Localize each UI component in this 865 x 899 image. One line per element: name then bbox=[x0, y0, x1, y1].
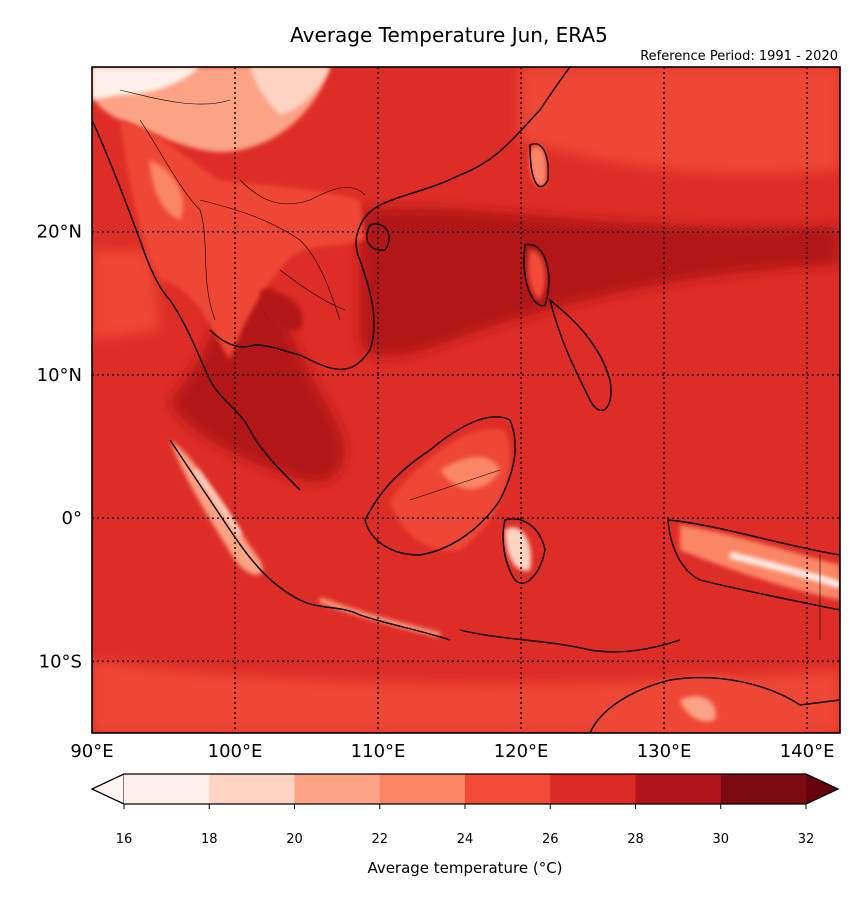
colorbar-extend-high bbox=[805, 773, 840, 805]
colorbar-bin bbox=[294, 774, 381, 804]
longitude-tick-label: 90°E bbox=[70, 741, 113, 762]
map-frame bbox=[91, 66, 841, 734]
map-gridlines bbox=[92, 67, 840, 733]
latitude-tick-label: 20°N bbox=[37, 222, 82, 243]
longitude-tick-label: 120°E bbox=[494, 741, 549, 762]
latitude-labels: 20°N 10°N 0° 10°S bbox=[37, 222, 82, 673]
longitude-labels: 90°E 100°E 110°E 120°E 130°E 140°E bbox=[70, 741, 834, 762]
colorbar-tick-label: 22 bbox=[371, 832, 388, 847]
map-title: Average Temperature Jun, ERA5 bbox=[290, 23, 608, 47]
longitude-tick-label: 140°E bbox=[780, 741, 835, 762]
colorbar: 16 18 20 22 24 26 28 30 32 bbox=[90, 773, 840, 847]
colorbar-bin bbox=[720, 774, 807, 804]
colorbar-tick-label: 24 bbox=[457, 832, 474, 847]
colorbar-tick-label: 20 bbox=[286, 832, 303, 847]
colorbar-bin bbox=[465, 774, 551, 804]
colorbar-tick-label: 30 bbox=[712, 832, 729, 847]
latitude-tick-label: 10°S bbox=[39, 651, 82, 672]
colorbar-bin bbox=[379, 774, 466, 804]
colorbar-tick-label: 16 bbox=[116, 832, 133, 847]
longitude-tick-label: 110°E bbox=[351, 741, 406, 762]
colorbar-tick-label: 18 bbox=[201, 832, 218, 847]
colorbar-bin bbox=[124, 774, 210, 804]
map-subtitle: Reference Period: 1991 - 2020 bbox=[640, 49, 838, 64]
longitude-tick-label: 130°E bbox=[637, 741, 692, 762]
colorbar-extend-low bbox=[90, 773, 125, 805]
colorbar-label: Average temperature (°C) bbox=[367, 859, 562, 877]
temperature-field bbox=[92, 67, 840, 733]
longitude-tick-label: 100°E bbox=[208, 741, 263, 762]
latitude-tick-label: 10°N bbox=[37, 365, 82, 386]
colorbar-tick-label: 28 bbox=[627, 832, 644, 847]
colorbar-bin bbox=[209, 774, 295, 804]
colorbar-tick-label: 32 bbox=[798, 832, 815, 847]
latitude-tick-label: 0° bbox=[62, 508, 82, 529]
colorbar-bin bbox=[550, 774, 636, 804]
country-borders bbox=[119, 89, 821, 640]
colorbar-tick-label: 26 bbox=[542, 832, 559, 847]
colorbar-bin bbox=[635, 774, 722, 804]
coastlines bbox=[92, 67, 840, 733]
